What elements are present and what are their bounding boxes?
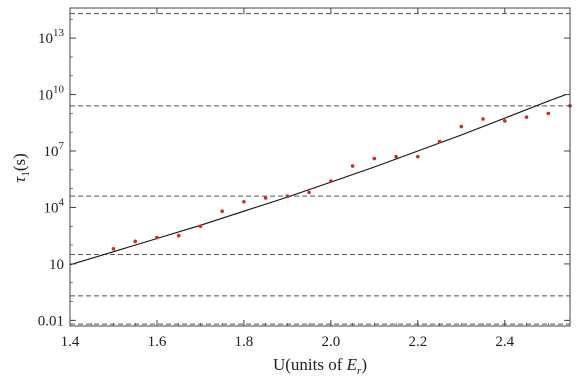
fit-curve [69, 94, 566, 266]
data-point-2 [155, 235, 159, 240]
y-axis-title-symbol: τ [10, 176, 29, 183]
data-point-10 [329, 179, 333, 183]
x-axis-title-subscript: r [357, 365, 362, 377]
fit-curve-group [69, 94, 566, 266]
data-point-7 [263, 196, 268, 200]
data-point-5 [220, 209, 224, 214]
x-tick-label-3: 2.0 [321, 334, 340, 350]
reference-lines [70, 13, 570, 325]
x-axis-title-main: U(units of [273, 355, 347, 374]
plot-frame [69, 7, 571, 327]
data-point-6 [242, 200, 246, 204]
data-point-14 [416, 154, 420, 159]
data-point-15 [437, 139, 442, 144]
x-axis-title-symbol: E [346, 355, 358, 374]
y-tick-label-2: 104 [44, 196, 65, 216]
y-tick-label-5: 1013 [38, 27, 65, 47]
data-point-9 [307, 190, 311, 195]
data-point-20 [546, 111, 551, 116]
data-point-0 [111, 247, 116, 251]
y-tick-label-0: 0.01 [38, 313, 64, 329]
data-point-17 [481, 117, 485, 121]
x-axis-title-close: ) [361, 355, 367, 374]
x-tick-label-4: 2.2 [408, 334, 427, 350]
x-axis-title: U(units of Er) [273, 355, 367, 377]
data-point-8 [285, 194, 290, 198]
y-tick-label-1: 10 [49, 257, 64, 273]
x-tick-label-1: 1.6 [148, 334, 167, 350]
y-tick-label-4: 1010 [38, 84, 65, 104]
x-tick-label-0: 1.4 [61, 334, 80, 350]
data-point-13 [394, 154, 398, 159]
y-axis-title: τ1(s) [10, 153, 32, 183]
data-point-18 [502, 119, 507, 123]
y-axis-title-unit: (s) [10, 153, 29, 171]
data-point-19 [524, 115, 529, 119]
data-point-1 [133, 239, 138, 244]
data-point-16 [459, 124, 464, 129]
x-tick-label-2: 1.8 [235, 334, 254, 350]
y-axis-title-subscript: 1 [20, 171, 32, 177]
data-point-11 [350, 164, 355, 168]
data-point-4 [198, 224, 203, 229]
axes: 1.4 1.6 1.8 2.0 2.2 2.4 0.01 10 104 107 1010 1013 [38, 8, 571, 350]
y-tick-label-3: 107 [44, 140, 65, 160]
data-points-group [111, 104, 572, 251]
x-tick-label-5: 2.4 [495, 334, 514, 350]
data-point-12 [372, 156, 377, 161]
data-point-3 [176, 233, 181, 238]
